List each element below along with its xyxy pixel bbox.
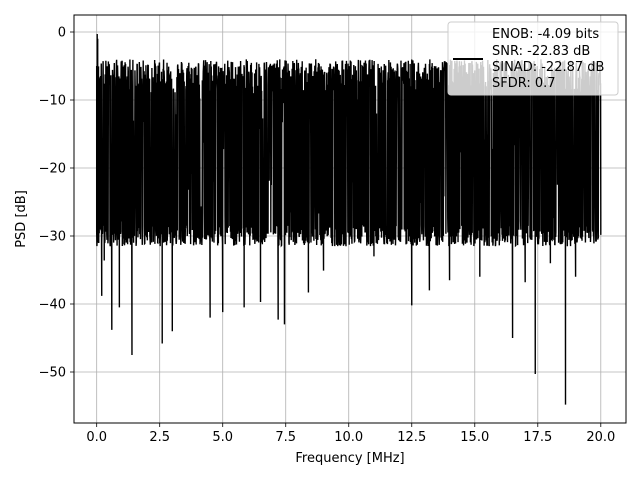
legend-sinad-text: SINAD: -22.87 dB xyxy=(492,60,604,75)
axis-ticks: 0.0 2.5 5.0 7.5 10.0 12.5 15.0 17.5 20.0 0 −10 −20 −… xyxy=(39,26,616,446)
psd-series-line xyxy=(95,34,602,405)
x-tick-label: 15.0 xyxy=(460,430,489,445)
y-tick-label: −50 xyxy=(39,366,66,381)
legend: ENOB: -4.09 bits SNR: -22.83 dB SINAD: -… xyxy=(447,21,619,96)
x-tick-label: 20.0 xyxy=(586,430,615,445)
x-tick-label: 7.5 xyxy=(275,430,296,445)
x-tick-label: 5.0 xyxy=(212,430,233,445)
x-tick-label: 0.0 xyxy=(86,430,107,445)
y-tick-label: −10 xyxy=(39,94,66,109)
x-tick-label: 10.0 xyxy=(334,430,363,445)
y-tick-label: 0 xyxy=(58,26,66,41)
y-tick-label: −30 xyxy=(39,230,66,245)
legend-enob-text: ENOB: -4.09 bits xyxy=(492,27,599,42)
y-tick-label: −20 xyxy=(39,162,66,177)
plot-area xyxy=(95,34,602,405)
x-tick-label: 12.5 xyxy=(397,430,426,445)
y-axis-label: PSD [dB] xyxy=(14,190,29,248)
axes-frame xyxy=(73,14,627,424)
x-axis-label: Frequency [MHz] xyxy=(295,451,404,466)
legend-box xyxy=(447,21,619,96)
legend-snr-text: SNR: -22.83 dB xyxy=(492,44,590,59)
legend-sfdr-text: SFDR: 0.7 xyxy=(492,76,556,91)
y-tick-label: −40 xyxy=(39,298,66,313)
x-tick-label: 2.5 xyxy=(149,430,170,445)
x-tick-label: 17.5 xyxy=(523,430,552,445)
